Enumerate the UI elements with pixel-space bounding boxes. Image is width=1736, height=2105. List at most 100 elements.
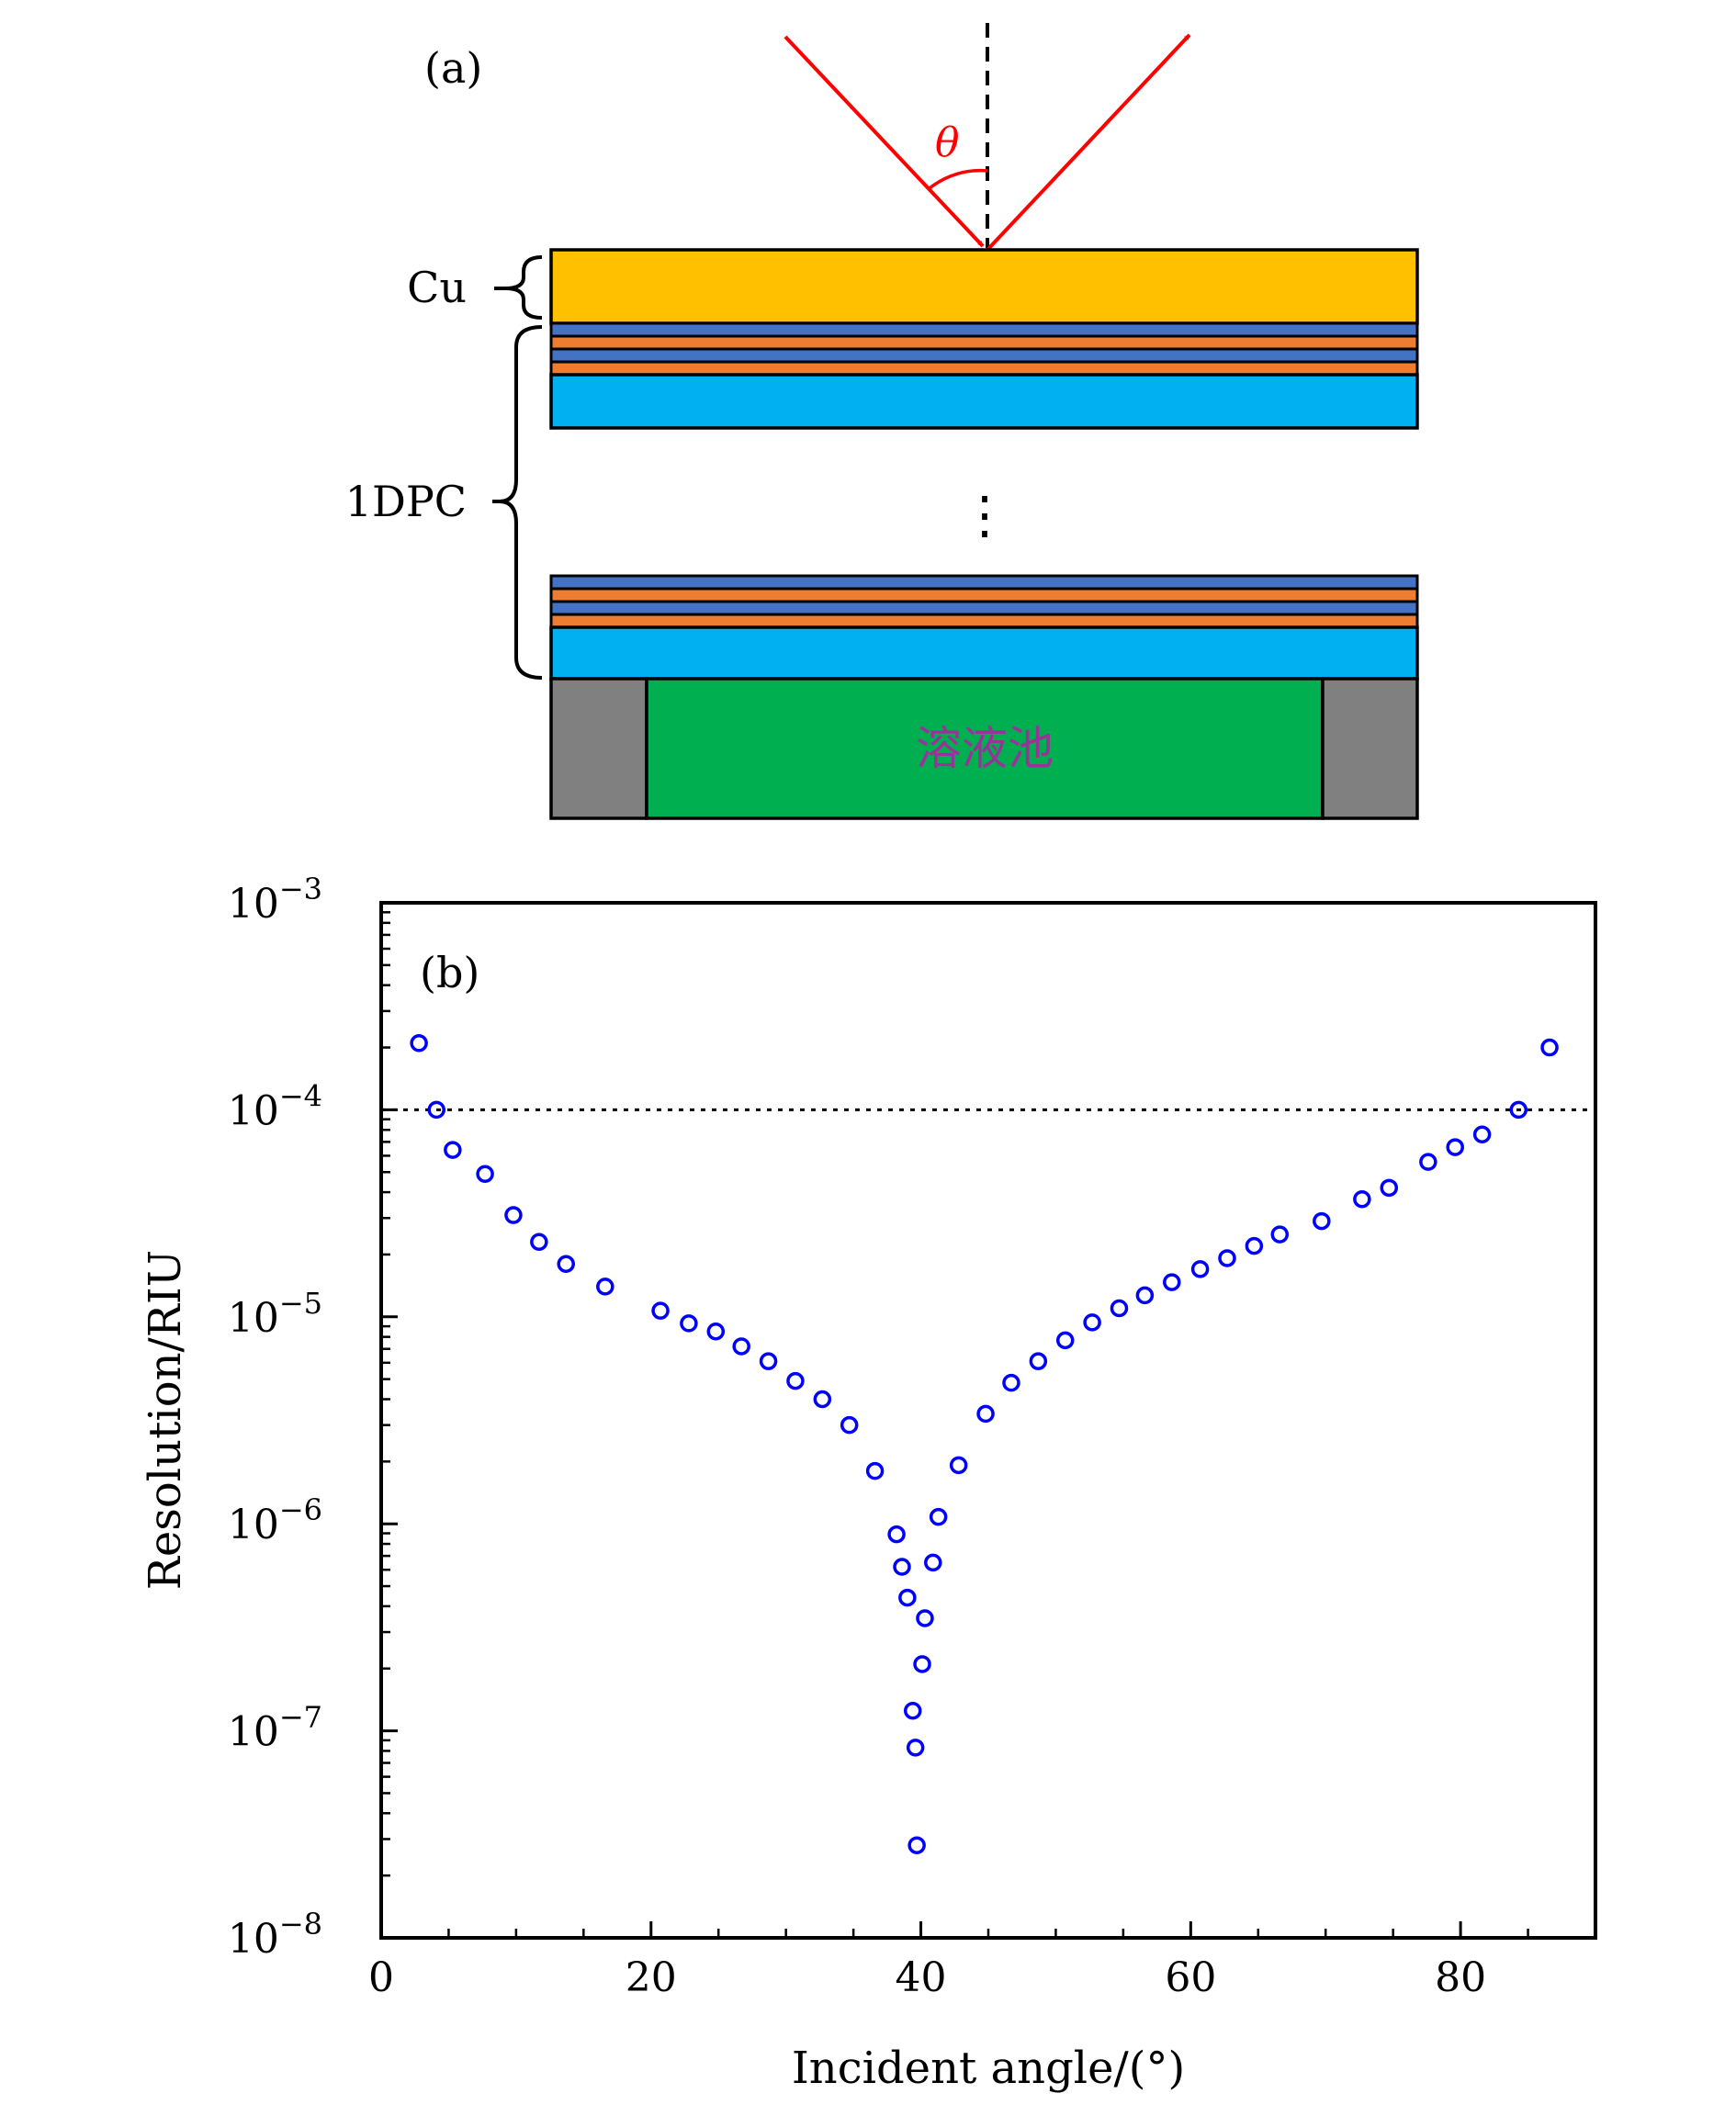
panel-a-label: (a) (424, 43, 482, 93)
x-tick-label: 80 (1435, 1954, 1486, 2001)
dpc-thin-layer-b (549, 334, 1419, 351)
data-point (759, 1352, 778, 1370)
y-tick-label: 10−8 (228, 1907, 322, 1963)
panel-a-schematic: (a) θ ⋮ 溶液池 Cu (345, 23, 1419, 820)
data-point (1002, 1373, 1020, 1392)
dpc-thin-layer-a (549, 347, 1419, 364)
y-axis-label: Resolution/RIU (140, 1250, 191, 1591)
data-point (1353, 1189, 1371, 1209)
dpc-thin-layer-b (549, 613, 1419, 629)
panel-b-label: (b) (420, 948, 479, 997)
dpc-thin-layer-a (549, 321, 1419, 338)
data-point (1419, 1153, 1437, 1171)
data-point (427, 1100, 445, 1120)
dpc-thin-layer-b (549, 360, 1419, 377)
y-tick-exponent: −5 (279, 1286, 322, 1321)
data-point (1190, 1260, 1210, 1278)
x-tick-label: 20 (626, 1954, 677, 2001)
dpc-thin-layer-a (549, 600, 1419, 616)
dpc-label: 1DPC (345, 477, 467, 526)
panel-b-chart: 0 20 40 60 80 10−8 10−7 10−6 10−5 10−4 10−3 (b) I… (140, 872, 1597, 2094)
data-point (1540, 1038, 1559, 1057)
data-point (732, 1337, 750, 1356)
data-point (916, 1609, 934, 1627)
data-point (530, 1233, 548, 1252)
data-point (865, 1461, 885, 1480)
data-point (410, 1034, 428, 1052)
data-point (504, 1206, 523, 1224)
data-point (1446, 1138, 1464, 1156)
y-tick-label: 10−7 (228, 1700, 322, 1756)
x-tick-label: 60 (1165, 1954, 1216, 2001)
x-tick-labels: 0 20 40 60 80 (368, 1954, 1486, 2001)
data-point (706, 1322, 726, 1341)
data-point (1509, 1100, 1528, 1120)
y-tick-label: 10−5 (228, 1286, 322, 1342)
angle-arc (928, 168, 988, 190)
y-tick-label: 10−6 (228, 1492, 322, 1548)
data-point (949, 1456, 968, 1475)
reflected-ray-arrow (986, 33, 1191, 252)
data-point (976, 1404, 995, 1424)
cell-wall-left (549, 677, 648, 820)
x-tick-label: 0 (368, 1954, 394, 2001)
dpc-brace (499, 325, 543, 680)
solution-cell-label: 溶液池 (916, 722, 1054, 775)
incident-ray-arrow (783, 35, 985, 248)
data-point (680, 1314, 698, 1333)
y-tick-exponent: −8 (279, 1907, 322, 1942)
data-point (476, 1165, 494, 1183)
dpc-thin-layer-b (549, 587, 1419, 603)
data-point (924, 1553, 942, 1572)
solution-cell (645, 677, 1325, 820)
data-point (887, 1525, 906, 1544)
data-point (1380, 1178, 1399, 1198)
data-point (813, 1390, 832, 1409)
y-tick-label: 10−3 (228, 872, 322, 928)
dpc-thin-layer-a (549, 574, 1419, 591)
y-tick-exponent: −6 (279, 1492, 322, 1527)
y-tick-exponent: −7 (279, 1700, 322, 1735)
data-point (1270, 1225, 1290, 1244)
data-point (840, 1415, 859, 1435)
data-point (907, 1836, 926, 1854)
data-point (596, 1278, 614, 1296)
theta-label: θ (935, 119, 960, 166)
major-ticks (379, 901, 1462, 1940)
x-axis-label: Incident angle/(°) (792, 2043, 1185, 2094)
data-point (1472, 1125, 1492, 1144)
data-point (898, 1588, 917, 1607)
y-tick-label: 10−4 (228, 1078, 322, 1134)
data-point (1029, 1352, 1048, 1370)
data-point (1313, 1211, 1331, 1231)
data-point (893, 1558, 911, 1576)
dpc-defect-layer (549, 625, 1419, 681)
cu-layer (549, 248, 1419, 325)
data-point (786, 1371, 805, 1390)
data-point (1055, 1331, 1075, 1350)
minor-ticks (381, 911, 1529, 1938)
cu-brace (504, 255, 543, 320)
cu-label: Cu (407, 263, 467, 312)
data-point (444, 1141, 462, 1159)
y-tick-exponent: −3 (279, 872, 322, 906)
data-point (1218, 1249, 1236, 1267)
data-point (1135, 1286, 1155, 1305)
data-point (913, 1655, 931, 1673)
data-point (906, 1739, 925, 1757)
data-point (929, 1507, 948, 1526)
data-point (1245, 1236, 1264, 1255)
data-point (1083, 1313, 1101, 1332)
cell-wall-right (1321, 677, 1419, 820)
dpc-defect-layer (549, 373, 1419, 430)
data-point (1163, 1273, 1181, 1291)
y-tick-exponent: −4 (279, 1078, 322, 1113)
data-point (557, 1255, 575, 1274)
stack-ellipsis: ⋮ (959, 486, 1010, 546)
data-point (903, 1702, 922, 1720)
x-tick-label: 40 (896, 1954, 947, 2001)
data-point (651, 1301, 670, 1320)
data-points (410, 1034, 1559, 1854)
data-point (1110, 1299, 1129, 1318)
y-tick-labels: 10−8 10−7 10−6 10−5 10−4 10−3 (228, 872, 322, 1963)
